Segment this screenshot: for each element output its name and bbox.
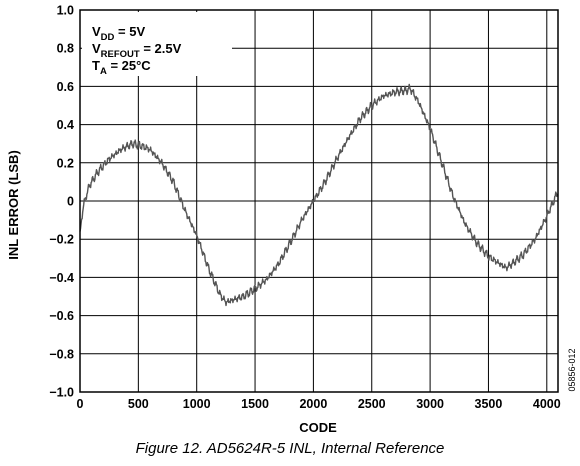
y-tick-label: 0.4 — [57, 118, 74, 132]
conditions-background — [82, 12, 232, 76]
plot-frame — [79, 9, 559, 393]
series-layer — [79, 83, 559, 307]
y-tick-label: 1.0 — [57, 4, 74, 18]
y-tick-label: −1.0 — [49, 386, 74, 400]
y-axis-title: INL ERROR (LSB) — [6, 150, 21, 260]
y-tick-label: 0.2 — [57, 156, 74, 170]
x-axis-title: CODE — [299, 420, 337, 435]
condition-vrefout: VREFOUT = 2.5V — [92, 41, 182, 60]
x-tick-label: 1000 — [183, 397, 211, 411]
figure-caption: Figure 12. AD5624R-5 INL, Internal Refer… — [135, 440, 445, 457]
x-tick-label: 1500 — [241, 397, 269, 411]
y-tick-label: 0.6 — [57, 80, 74, 94]
x-tick-label: 0 — [77, 397, 84, 411]
figure-id: 05856-012 — [567, 348, 577, 391]
x-tick-label: 3000 — [416, 397, 444, 411]
x-tick-label: 2500 — [358, 397, 386, 411]
x-tick-label: 500 — [128, 397, 149, 411]
x-tick-label: 3500 — [475, 397, 503, 411]
y-tick-label: −0.2 — [49, 233, 74, 247]
y-tick-label: −0.8 — [49, 347, 74, 361]
y-tick-label: 0 — [67, 195, 74, 209]
conditions-block: VDD = 5V VREFOUT = 2.5V TA = 25°C — [92, 24, 182, 77]
inl-chart: 0 500 1000 1500 2000 2500 3000 3500 4000 1.0 0.8 0.… — [6, 4, 577, 436]
inl-trace — [79, 83, 559, 307]
y-tick-label: −0.4 — [49, 271, 74, 285]
y-tick-label: 0.8 — [57, 42, 74, 56]
x-tick-label: 4000 — [533, 397, 561, 411]
x-tick-label: 2000 — [299, 397, 327, 411]
y-tick-label: −0.6 — [49, 309, 74, 323]
condition-ta: TA = 25°C — [92, 58, 151, 77]
condition-vdd: VDD = 5V — [92, 24, 145, 43]
tick-labels: 0 500 1000 1500 2000 2500 3000 3500 4000 1.0 0.8 0.… — [49, 4, 560, 412]
